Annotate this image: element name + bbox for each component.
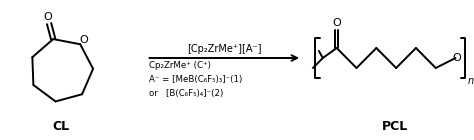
Text: O: O (332, 18, 341, 28)
Text: or   [B(C₆F₅)₄]⁻(2): or [B(C₆F₅)₄]⁻(2) (148, 89, 223, 98)
Text: CL: CL (53, 121, 70, 134)
Text: O: O (452, 53, 461, 63)
Text: n: n (467, 76, 474, 86)
Text: [Cp₂ZrMe⁺][A⁻]: [Cp₂ZrMe⁺][A⁻] (187, 44, 262, 54)
Text: O: O (43, 12, 52, 22)
Text: A⁻ = [MeB(C₆F₅)₃]⁻(1): A⁻ = [MeB(C₆F₅)₃]⁻(1) (148, 75, 242, 84)
Text: PCL: PCL (382, 121, 408, 134)
Text: Cp₂ZrMe⁺ (C⁺): Cp₂ZrMe⁺ (C⁺) (148, 61, 210, 70)
Text: O: O (79, 35, 88, 45)
